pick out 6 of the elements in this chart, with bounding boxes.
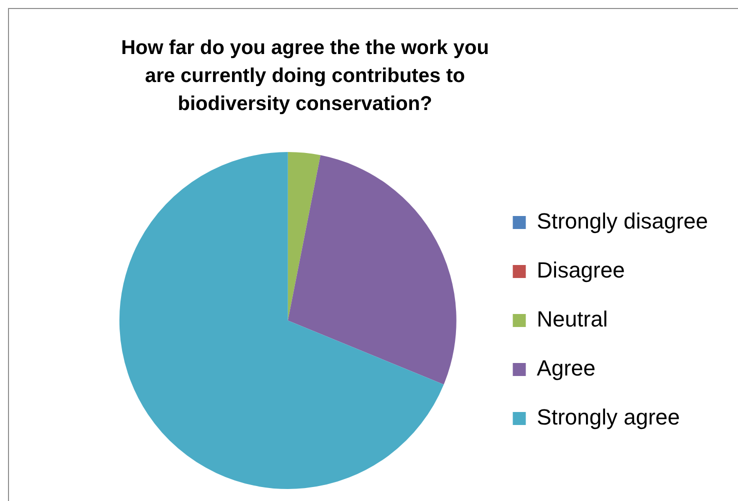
legend-label: Strongly agree xyxy=(536,404,680,430)
legend-label: Strongly disagree xyxy=(536,208,708,234)
legend-label: Disagree xyxy=(536,258,625,283)
chart-title: How far do you agree the the work you are currently doing contributes to biodiversity conservation? xyxy=(120,36,490,117)
legend-label: Neutral xyxy=(536,306,608,332)
legend-label: Agree xyxy=(536,356,596,381)
